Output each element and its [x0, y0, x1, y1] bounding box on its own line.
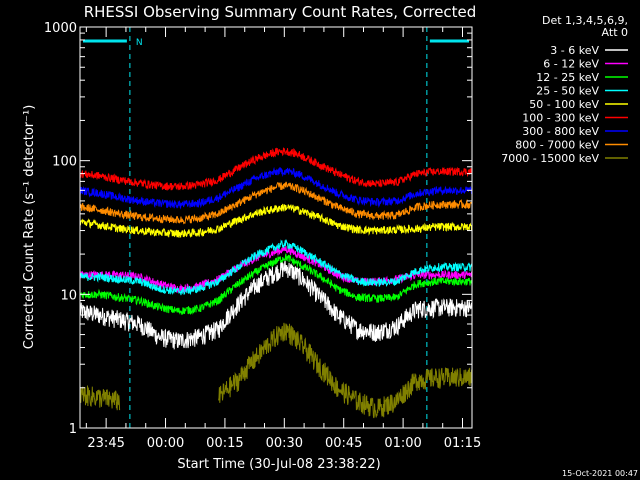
legend-label: 6 - 12 keV [543, 58, 599, 71]
chart-title: RHESSI Observing Summary Count Rates, Co… [84, 3, 477, 21]
y-tick-label: 1000 [44, 21, 77, 36]
y-tick-label: 1 [69, 422, 77, 437]
y-tick-label: 10 [60, 288, 77, 303]
legend-header-line1: Det 1,3,4,5,6,9, [542, 14, 628, 27]
legend-label: 25 - 50 keV [536, 85, 599, 98]
legend-header-line2: Att 0 [602, 26, 628, 39]
legend-label: 3 - 6 keV [550, 44, 599, 57]
series-line-9 [79, 322, 473, 419]
plot-frame [79, 26, 473, 429]
y-tick-label: 100 [52, 155, 77, 170]
legend-label: 800 - 7000 keV [515, 139, 599, 152]
series-line-6 [79, 147, 473, 191]
series-line-3 [79, 253, 473, 315]
saa-marker-label: N [136, 38, 143, 48]
series-line-5 [79, 203, 473, 238]
footer-timestamp: 15-Oct-2021 00:47 [562, 469, 638, 478]
legend-label: 100 - 300 keV [522, 112, 599, 125]
x-tick-label: 00:30 [266, 436, 303, 451]
legend-label: 50 - 100 keV [529, 98, 599, 111]
series-line-8 [79, 181, 473, 225]
x-tick-label: 00:45 [325, 436, 362, 451]
series-line-4 [79, 239, 473, 296]
series-line-1 [79, 260, 473, 350]
x-tick-label: 01:15 [444, 436, 481, 451]
x-tick-label: 00:15 [206, 436, 243, 451]
plot-area: N [79, 27, 473, 428]
axes: 1 10 100 1000 23:45 00:00 00:15 00:30 00:45 01:00… [44, 21, 481, 451]
x-tick-label: 23:45 [87, 436, 124, 451]
x-tick-label: 01:00 [384, 436, 421, 451]
x-tick-label: 00:00 [147, 436, 184, 451]
series-line-7 [79, 166, 473, 210]
y-axis-label: Corrected Count Rate (s⁻¹ detector⁻¹) [22, 105, 37, 350]
x-axis-label: Start Time (30-Jul-08 23:38:22) [177, 457, 380, 472]
legend-label: 300 - 800 keV [522, 125, 599, 138]
legend-label: 12 - 25 keV [536, 71, 599, 84]
legend-label: 7000 - 15000 keV [501, 152, 599, 165]
